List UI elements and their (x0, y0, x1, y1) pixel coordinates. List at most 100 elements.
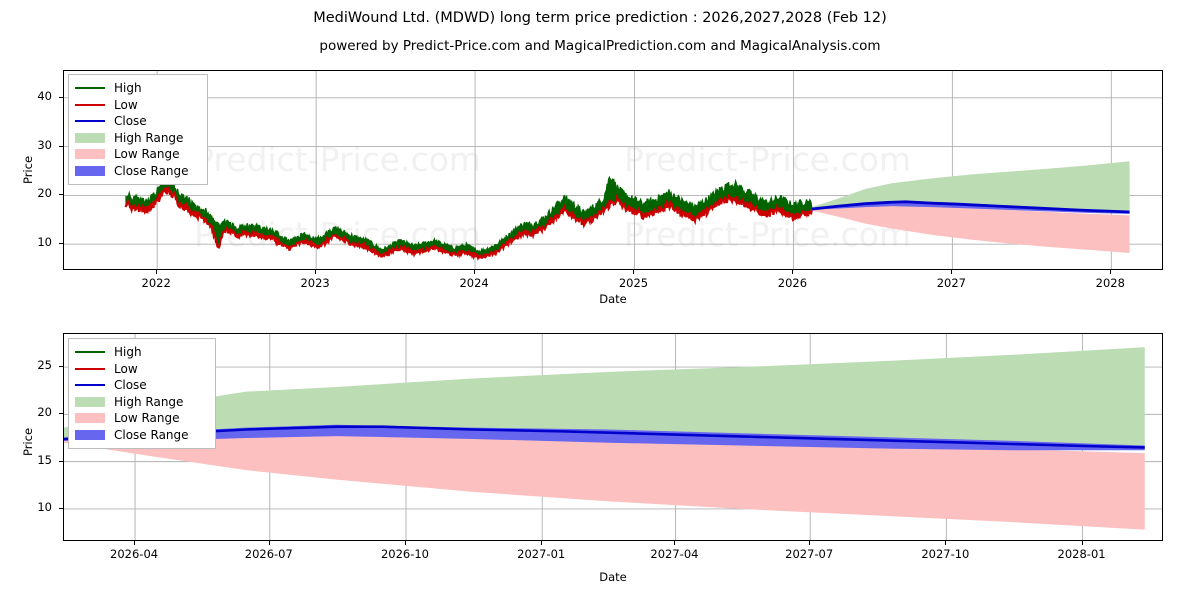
band-close-range (811, 201, 1130, 214)
band-close-range (64, 424, 1145, 451)
legend-label: Close Range (114, 163, 189, 178)
x-axis-tick-mark (156, 270, 158, 274)
legend-label: Close Range (114, 427, 189, 442)
legend-item-high: High (75, 80, 200, 97)
legend-item-low-range: Low Range (75, 146, 200, 163)
legend-item-low: Low (75, 97, 200, 114)
legend-patch-swatch (75, 429, 105, 440)
legend-line-swatch (75, 384, 105, 387)
legend-label: Low (114, 361, 138, 376)
legend-item-low: Low (75, 361, 208, 378)
legend-item-close: Close (75, 113, 200, 130)
legend-patch-swatch (75, 165, 105, 176)
x-axis-tick-mark (809, 541, 811, 545)
legend-item-high-range: High Range (75, 394, 208, 411)
y-axis-tick-label: 40 (37, 88, 52, 103)
overview-plot-area: Predict-Price.com Predict-Price.com Predic… (63, 70, 1163, 270)
x-axis-tick-mark (268, 541, 270, 545)
y-axis-tick-mark (59, 243, 63, 245)
x-axis-tick-mark (404, 541, 406, 545)
x-axis-tick-mark (134, 541, 136, 545)
legend-line-swatch (75, 103, 105, 106)
legend-line-swatch (75, 367, 105, 370)
y-axis-tick-mark (59, 460, 63, 462)
x-axis-tick-mark (792, 270, 794, 274)
x-axis-tick-label: 2026-07 (244, 547, 293, 561)
y-axis-tick-label: 20 (37, 186, 52, 201)
x-axis-tick-label: 2027-10 (921, 547, 970, 561)
x-axis-tick-mark (1110, 270, 1112, 274)
series-line-close (811, 200, 1130, 214)
x-axis-tick-label: 2027-04 (650, 547, 699, 561)
x-axis-tick-mark (945, 541, 947, 545)
legend-label: Low (114, 97, 138, 112)
x-axis-tick-mark (1081, 541, 1083, 545)
band-high-range (811, 161, 1130, 212)
legend-item-close-range: Close Range (75, 427, 208, 444)
y-axis-tick-label: 10 (37, 499, 52, 514)
overview-panel: Predict-Price.com Predict-Price.com Predic… (21, 70, 1163, 306)
y-axis-tick-label: 15 (37, 452, 52, 467)
legend-label: High (114, 345, 142, 360)
y-axis-tick-mark (59, 96, 63, 98)
x-axis-tick-mark (315, 270, 317, 274)
y-axis-tick-label: 10 (37, 235, 52, 250)
overview-x-axis-label: Date (599, 292, 627, 306)
y-axis-tick-mark (59, 366, 63, 368)
x-axis-tick-mark (474, 270, 476, 274)
legend-label: Close (114, 114, 147, 129)
legend-item-high-range: High Range (75, 130, 200, 147)
legend-line-swatch (75, 87, 105, 90)
x-axis-tick-mark (633, 270, 635, 274)
title-block: MediWound Ltd. (MDWD) long term price pr… (0, 0, 1200, 54)
x-axis-tick-label: 2027 (936, 276, 966, 290)
y-axis-tick-mark (59, 194, 63, 196)
legend-label: High (114, 81, 142, 96)
band-high-range (64, 347, 1145, 447)
y-axis-tick-mark (59, 413, 63, 415)
y-axis-tick-mark (59, 507, 63, 509)
legend-label: Close (114, 378, 147, 393)
legend-item-high: High (75, 344, 208, 361)
legend-item-close-range: Close Range (75, 163, 200, 180)
legend-line-swatch (75, 351, 105, 354)
legend-patch-swatch (75, 413, 105, 424)
x-axis-tick-label: 2027-07 (785, 547, 834, 561)
watermark-text: Predict-Price.com (194, 140, 481, 179)
x-axis-tick-label: 2023 (300, 276, 330, 290)
x-axis-tick-label: 2025 (618, 276, 649, 290)
x-axis-tick-label: 2027-01 (517, 547, 566, 561)
overview-legend: High Low Close High Range Low Range Close Ran… (68, 74, 208, 185)
y-axis-tick-mark (59, 145, 63, 147)
x-axis-tick-label: 2028-01 (1057, 547, 1106, 561)
y-axis-tick-label: 30 (37, 137, 52, 152)
legend-patch-swatch (75, 396, 105, 407)
x-axis-tick-mark (541, 541, 543, 545)
legend-item-low-range: Low Range (75, 410, 208, 427)
y-axis-tick-label: 25 (37, 358, 52, 373)
x-axis-tick-label: 2028 (1095, 276, 1125, 290)
overview-plot-canvas: Predict-Price.com Predict-Price.comPredic… (64, 71, 1162, 269)
legend-label: High Range (114, 394, 184, 409)
x-axis-tick-mark (951, 270, 953, 274)
x-axis-tick-label: 2026-10 (380, 547, 430, 561)
legend-patch-swatch (75, 132, 105, 143)
legend-patch-swatch (75, 149, 105, 160)
y-axis-tick-label: 20 (37, 405, 52, 420)
series-line-close (64, 425, 1145, 449)
x-axis-tick-mark (674, 541, 676, 545)
x-axis-tick-label: 2026-04 (110, 547, 159, 561)
forecast-x-axis-label: Date (599, 570, 627, 584)
legend-item-close: Close (75, 377, 208, 394)
legend-label: High Range (114, 130, 184, 145)
legend-label: Low Range (114, 411, 180, 426)
band-low-range (811, 205, 1130, 253)
series-line-low (124, 186, 813, 261)
watermark-text: Predict-Price.com (624, 140, 911, 179)
page-title: MediWound Ltd. (MDWD) long term price pr… (313, 10, 887, 26)
page-subtitle: powered by Predict-Price.com and Magical… (319, 38, 881, 54)
x-axis-tick-label: 2024 (459, 276, 489, 290)
